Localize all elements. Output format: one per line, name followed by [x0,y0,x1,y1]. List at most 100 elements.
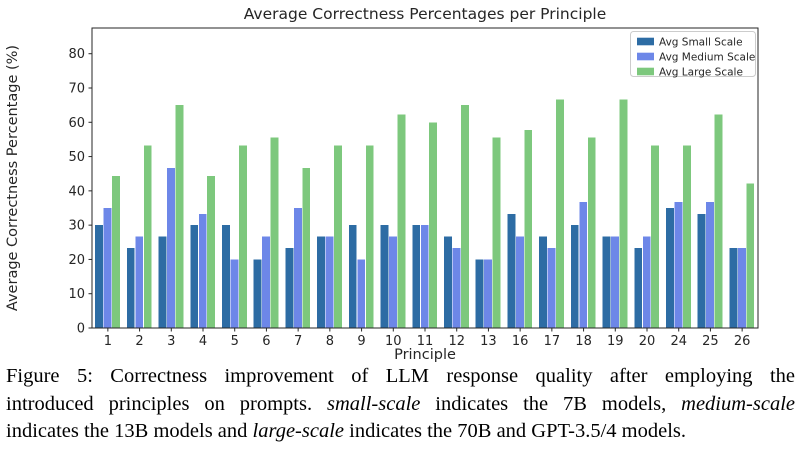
bar-10-avg-small-scale [380,225,389,328]
bar-1-avg-small-scale [95,225,104,328]
bar-16-avg-medium-scale [515,236,524,328]
chart-title: Average Correctness Percentages per Prin… [244,5,607,23]
caption-italic-term: large-scale [252,420,344,443]
caption-italic-term: medium-scale [681,392,795,415]
x-tick-label: 2 [135,334,143,349]
bar-19-avg-large-scale [619,99,628,328]
caption-text: indicates the 13B models and [6,420,253,443]
y-tick-label: 20 [68,253,85,268]
bar-9-avg-small-scale [348,225,357,328]
bar-12-avg-large-scale [460,105,469,329]
bar-7-avg-small-scale [285,248,294,328]
bar-13-avg-large-scale [492,137,501,328]
y-tick-label: 40 [68,184,85,199]
caption-text: indicates the 70B and GPT-3.5/4 models. [344,420,687,443]
y-tick-label: 60 [68,116,85,131]
bar-10-avg-medium-scale [389,236,397,328]
x-tick-label: 18 [575,334,592,349]
x-tick-label: 24 [670,334,687,349]
bar-12-avg-medium-scale [452,248,461,328]
legend-label: Avg Large Scale [659,66,743,78]
y-tick-label: 10 [68,287,85,302]
bar-8-avg-small-scale [317,236,326,328]
bar-24-avg-medium-scale [674,202,683,328]
bar-18-avg-large-scale [587,137,596,328]
bar-6-avg-large-scale [270,137,279,328]
x-tick-label: 7 [294,334,302,349]
x-tick-label: 1 [104,334,112,349]
bar-2-avg-large-scale [143,145,152,328]
bar-5-avg-large-scale [238,145,247,328]
legend-swatch [637,37,654,46]
bar-8-avg-large-scale [334,145,342,328]
legend: Avg Small Scale Avg Medium Scale Avg Large… [630,31,756,78]
bar-3-avg-large-scale [175,105,184,329]
y-tick-label: 80 [68,47,85,62]
bar-17-avg-small-scale [539,236,548,328]
x-tick-label: 4 [199,334,207,349]
y-tick-label: 0 [77,322,85,337]
bar-12-avg-small-scale [444,236,452,328]
bar-25-avg-large-scale [714,114,723,328]
x-tick-label: 20 [639,334,656,349]
bar-3-avg-medium-scale [167,167,175,328]
bar-13-avg-small-scale [475,259,484,328]
x-tick-label: 13 [480,334,497,349]
bar-9-avg-large-scale [365,145,374,328]
bar-11-avg-medium-scale [420,225,429,328]
plot-border [91,27,759,329]
bar-6-avg-small-scale [253,259,262,328]
x-tick-label: 10 [385,334,402,349]
x-tick-label: 26 [734,334,751,349]
y-tick-label: 70 [68,82,85,97]
bar-20-avg-medium-scale [642,236,651,328]
legend-box [630,31,756,77]
bar-25-avg-medium-scale [706,202,715,328]
bar-8-avg-medium-scale [325,236,334,328]
bar-2-avg-medium-scale [135,236,144,328]
bar-5-avg-medium-scale [230,259,239,328]
bar-26-avg-medium-scale [737,248,746,328]
bar-19-avg-medium-scale [611,236,619,328]
bar-7-avg-large-scale [302,167,311,328]
y-tick-label: 30 [68,219,85,234]
bar-13-avg-medium-scale [484,259,493,328]
x-tick-label: 11 [417,334,434,349]
bar-17-avg-large-scale [556,99,564,328]
bar-1-avg-medium-scale [103,208,112,328]
bar-11-avg-small-scale [412,225,421,328]
bar-7-avg-medium-scale [293,208,302,328]
x-tick-label: 9 [357,334,365,349]
bar-20-avg-small-scale [634,248,643,328]
bar-6-avg-medium-scale [262,236,271,328]
x-tick-label: 5 [231,334,239,349]
x-tick-label: 17 [544,334,561,349]
bar-4-avg-small-scale [190,225,199,328]
caption-line: Figure 5: Correctness improvement of LLM… [6,363,795,391]
bar-9-avg-medium-scale [357,259,366,328]
x-tick-label: 8 [326,334,334,349]
bar-4-avg-large-scale [207,175,216,328]
bar-16-avg-small-scale [507,213,516,328]
x-tick-label: 25 [702,334,719,349]
bar-1-avg-large-scale [112,175,120,328]
bar-11-avg-large-scale [429,122,438,329]
figure-caption: Figure 5: Correctness improvement of LLM… [6,363,795,446]
bar-2-avg-small-scale [126,248,135,328]
caption-text: indicates the 7B models, [420,392,682,415]
bar-26-avg-large-scale [746,183,755,328]
legend-swatch [637,67,654,76]
bar-24-avg-small-scale [666,208,674,328]
x-tick-label: 3 [167,334,175,349]
bar-25-avg-small-scale [697,213,706,328]
legend-swatch [637,52,654,61]
legend-label: Avg Medium Scale [659,51,755,63]
bar-26-avg-small-scale [729,248,738,328]
caption-italic-term: small-scale [327,392,421,415]
y-tick-label: 50 [68,150,85,165]
bar-4-avg-medium-scale [198,213,207,328]
caption-line: indicates the 13B models and large-scale… [6,418,795,446]
caption-text: introduced principles on prompts. [6,392,327,415]
